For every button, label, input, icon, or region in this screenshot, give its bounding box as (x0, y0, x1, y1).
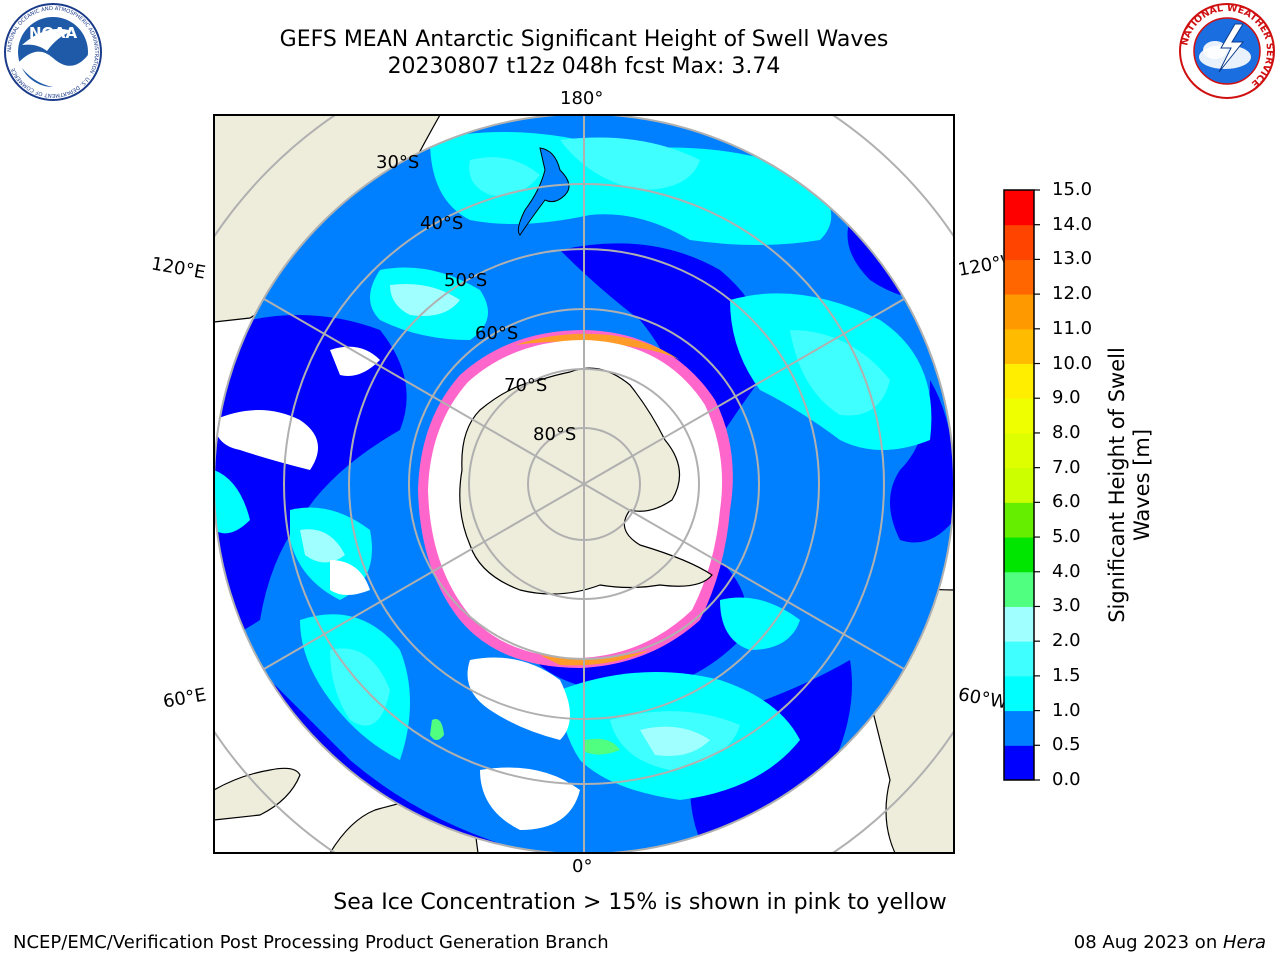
colorbar-bin-2-3 (1004, 606, 1034, 642)
lat-label-80s: 80°S (533, 424, 577, 445)
colorbar-label: Significant Height of Swell Waves [m] (1105, 347, 1155, 623)
colorbar-tick-label: 0.0 (1052, 769, 1081, 790)
colorbar-tick-label: 10.0 (1052, 352, 1093, 374)
map-frame (213, 114, 955, 854)
lat-label-70s: 70°S (504, 375, 548, 396)
antarctica-land (459, 367, 713, 595)
colorbar-tick-label: 4.0 (1052, 560, 1081, 582)
colorbar-bin-7-8 (1004, 432, 1034, 469)
noaa-logo-text: NOAA (29, 24, 78, 42)
map-title: GEFS MEAN Antarctic Significant Height o… (279, 27, 889, 52)
colorbar-bin-3-4 (1004, 571, 1034, 607)
colorbar-bin-8-9 (1004, 398, 1034, 434)
footer-date: 08 Aug 2023 on Hera (1074, 932, 1266, 953)
colorbar-bin-5-6 (1004, 502, 1034, 538)
colorbar-tick-label: 12.0 (1052, 283, 1093, 305)
lat-label-60s: 60°S (475, 323, 519, 344)
colorbar-tick-label: 11.0 (1052, 317, 1093, 339)
colorbar-tick-label: 13.0 (1052, 248, 1093, 270)
footer-host: Hera (1222, 932, 1266, 953)
colorbar-tick-label: 2.0 (1052, 630, 1081, 652)
lat-label-30s: 30°S (376, 152, 420, 173)
colorbar-bin-0.5-1 (1004, 710, 1034, 746)
colorbar-bin-0-0.5 (1004, 745, 1034, 781)
sea-ice-note: Sea Ice Concentration > 15% is shown in … (333, 890, 947, 915)
colorbar-bin-12-13 (1004, 259, 1034, 295)
national-weather-service-logo: NATIONAL WEATHER SERVICE (1179, 3, 1275, 99)
colorbar-tick-label: 3.0 (1052, 595, 1081, 617)
colorbar (1003, 189, 1040, 781)
colorbar-bin-14-15 (1004, 190, 1034, 226)
colorbar-tick-label: 9.0 (1052, 387, 1081, 409)
colorbar-label-line2: Waves [m] (1130, 428, 1154, 542)
colorbar-tick-label: 14.0 (1052, 213, 1093, 235)
new-zealand-land (517, 147, 570, 236)
colorbar-bin-13-14 (1004, 224, 1034, 260)
colorbar-bin-1-1.5 (1004, 675, 1034, 712)
colorbar-tick-label: 7.0 (1052, 456, 1081, 478)
map-subtitle: 20230807 t12z 048h fcst Max: 3.74 (387, 54, 781, 79)
lon-label-0: 0° (572, 856, 593, 877)
footer-date-text: 08 Aug 2023 on (1073, 932, 1223, 953)
colorbar-label-line1: Significant Height of Swell (1105, 347, 1129, 623)
colorbar-bin-1.5-2 (1004, 641, 1034, 677)
footer-credit: NCEP/EMC/Verification Post Processing Pr… (13, 932, 609, 953)
lat-label-50s: 50°S (444, 270, 488, 291)
colorbar-bin-10-11 (1004, 328, 1034, 365)
noaa-logo: NOAA NATIONAL OCEANIC AND ATMOSPHERIC AD… (4, 3, 102, 101)
lat-label-40s: 40°S (420, 213, 464, 234)
colorbar-bin-6-7 (1004, 467, 1034, 503)
colorbar-tick-label: 1.5 (1052, 664, 1081, 686)
colorbar-bin-9-10 (1004, 363, 1034, 399)
colorbar-tick-label: 8.0 (1052, 421, 1081, 443)
colorbar-tick-label: 6.0 (1052, 491, 1081, 513)
colorbar-bin-11-12 (1004, 294, 1034, 330)
colorbar-tick-label: 5.0 (1052, 526, 1081, 548)
colorbar-tick-label: 15.0 (1052, 179, 1093, 200)
colorbar-bin-4-5 (1004, 537, 1034, 573)
graticule (214, 115, 954, 853)
colorbar-frame (1003, 189, 1035, 781)
colorbar-tick-label: 1.0 (1052, 699, 1081, 721)
lon-label-180: 180° (560, 88, 604, 109)
colorbar-tick-label: 0.5 (1052, 734, 1081, 756)
africa-land (214, 767, 301, 821)
